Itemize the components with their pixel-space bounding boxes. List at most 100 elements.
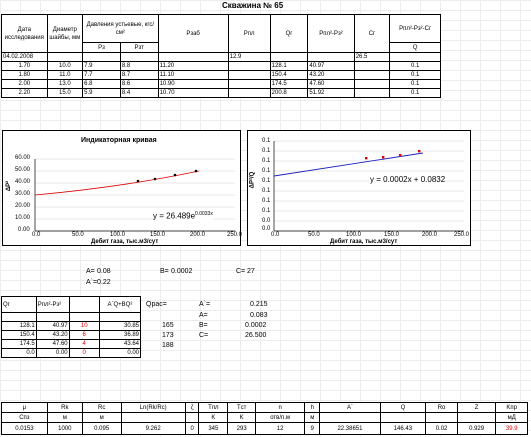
cell: 128.1 [1, 321, 37, 331]
header-diameter: Диаметр шайбы, мм [46, 14, 84, 53]
param-header: Z [456, 402, 497, 413]
header-c: Cг [353, 14, 391, 53]
chart1-plot [34, 158, 235, 232]
cell: 200.8 [269, 88, 309, 98]
param-unit: м [46, 412, 83, 423]
coef-a-value: 0.08 [97, 268, 111, 275]
param-unit: м [81, 412, 122, 423]
bq-header-q: Qг [1, 296, 37, 313]
cell-ppl: 12.9 [227, 52, 271, 62]
coef-a2-value: 0.22 [97, 279, 111, 286]
param-value-kpr: 39.9 [495, 422, 528, 435]
param-label: C= [199, 332, 209, 339]
cell: 15.0 [46, 88, 84, 98]
chart2-ytick: 0.1 [262, 208, 271, 214]
cell: 128.1 [269, 61, 309, 71]
param-header: A` [319, 402, 381, 413]
coef-b-value: 0.0002 [171, 268, 193, 275]
param-value: 26.500 [245, 332, 267, 339]
cell: 0.1 [389, 88, 441, 98]
param-header: Rc [81, 402, 122, 413]
cell: 40.97 [307, 61, 355, 71]
cell-date: 04.02.2008 [1, 52, 48, 62]
parameters-table: μ Rk Rc Ln(Rk/Rc) ζ Tпл Tст n h A` Q Ro … [1, 402, 528, 435]
cell: 47.60 [307, 79, 355, 89]
param-unit [425, 412, 458, 423]
param-value: 0.0002 [245, 322, 267, 329]
cell: 1.70 [1, 61, 48, 71]
param-header: Ro [425, 402, 458, 413]
cell: 2.00 [1, 79, 48, 89]
param-value: 0.929 [456, 422, 497, 435]
chart1-equation: y = 26.489e0.0033x [153, 211, 213, 221]
chart2-xtick: 200.0 [422, 232, 438, 238]
param-value: 0.083 [250, 312, 268, 319]
cell: 0 [68, 348, 100, 358]
chart2-ytick: 0.1 [262, 178, 271, 184]
param-value: 22.38651 [319, 422, 381, 435]
table-row: 128.1 40.97 10 30.85 [1, 321, 142, 331]
chart2-ytick: 0.1 [262, 148, 271, 154]
coef-b-label: B= [160, 268, 169, 275]
cell: 7.7 [82, 70, 121, 80]
cell: 30.85 [98, 321, 142, 331]
param-unit: отв/п.м [255, 412, 306, 423]
param-value: 0.0153 [1, 422, 48, 435]
cell: 36.89 [98, 330, 142, 340]
cell: 0.1 [389, 70, 441, 80]
param-header: Q [379, 402, 427, 413]
param-header: Kпр [495, 402, 528, 413]
chart2-xlabel: Дебит газа, тыс.м3/сут [330, 239, 398, 245]
header-pz: Pз [82, 42, 121, 53]
param-value: 345 [198, 422, 229, 435]
chart2-ytick: 0.0 [262, 226, 271, 232]
cell: 47.60 [35, 339, 70, 349]
table-row: 174.5 47.60 4 43.64 [1, 339, 142, 349]
well-test-table: Дата исследования Диаметр шайбы, мм Давл… [1, 14, 441, 98]
header-q: Qг [269, 14, 309, 53]
chart2-ylabel: ΔP²/Q [249, 171, 256, 189]
cell: 7.9 [82, 61, 121, 71]
param-unit [379, 412, 427, 423]
param-header: Tст [227, 402, 257, 413]
coef-c-label: C= [236, 268, 246, 275]
param-header: h [304, 402, 321, 413]
param-unit: м [304, 412, 321, 423]
cell: 11.10 [157, 70, 229, 80]
cell: 0.00 [98, 348, 142, 358]
bq-header-dp: Pпл²-Pз² [35, 296, 70, 313]
param-unit: мД [495, 412, 528, 423]
linear-fit-chart: 0.1 0.1 0.1 0.1 0.1 0.1 0.1 0.1 0.0 0.0 … [247, 130, 471, 246]
chart1-eq-base: y = 26.489e [153, 211, 196, 221]
table-row: 1.70 10.0 7.9 8.8 11.20 128.1 40.97 0.1 [1, 61, 441, 71]
param-value: 0 [184, 422, 200, 435]
header-date: Дата исследования [1, 14, 48, 53]
header-pzt: Pзт [119, 42, 159, 53]
chart1-ytick: 10.00 [15, 215, 31, 221]
cell: 5.9 [82, 88, 121, 98]
chart2-plot [273, 140, 464, 232]
param-value: 146.43 [379, 422, 427, 435]
table-row: 1.80 11.0 7.7 8.7 11.10 150.4 43.20 0.1 [1, 70, 441, 80]
chart2-ytick: 0.1 [262, 158, 271, 164]
param-unit: Спз [1, 412, 48, 423]
param-value: 0.095 [81, 422, 122, 435]
cell: 43.20 [35, 330, 70, 340]
coef-a2-label: A`= [86, 279, 98, 286]
param-value: 9 [304, 422, 321, 435]
header-ppl: Pпл [227, 14, 271, 53]
bq-header-bq: A`Q+BQ² [98, 296, 142, 313]
chart2-equation: y = 0.0002x + 0.0832 [370, 175, 446, 184]
cell: 0.0 [1, 348, 37, 358]
param-unit: K [227, 412, 257, 423]
param-unit: K [198, 412, 229, 423]
cell: 0.1 [389, 61, 441, 71]
header-ratio-bottom: Q [389, 42, 441, 53]
cell: 11.0 [46, 70, 84, 80]
header-ratio-top: Pпл²-Pз²-Cг [389, 14, 441, 43]
cell: 11.20 [157, 61, 229, 71]
chart1-title: Индикаторная кривая [81, 137, 157, 144]
param-unit [319, 412, 381, 423]
cell: 40.97 [35, 321, 70, 331]
cell: 10.90 [157, 79, 229, 89]
